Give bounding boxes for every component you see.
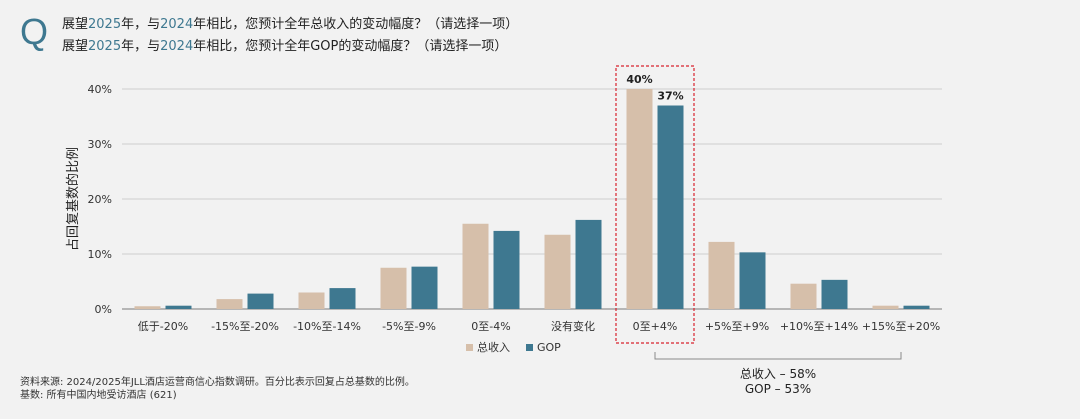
annotation-bracket bbox=[654, 352, 902, 360]
footer: 资料来源: 2024/2025年JLL酒店运营商信心指数调研。百分比表示回复占总… bbox=[20, 376, 415, 402]
bar-gop bbox=[165, 305, 192, 309]
question-text: 年，与 bbox=[121, 17, 161, 32]
bar-gop bbox=[329, 288, 356, 309]
question-text: 年相比，您预计全年GOP的变动幅度？（请选择一项） bbox=[193, 39, 508, 54]
bar-gop bbox=[411, 266, 438, 309]
bar-revenue bbox=[462, 223, 489, 309]
y-tick-label: 30% bbox=[88, 138, 112, 151]
x-tick-label: +5%至+9% bbox=[705, 320, 769, 333]
question-text: 年，与 bbox=[121, 39, 161, 54]
y-tick-label: 40% bbox=[88, 83, 112, 96]
bar-revenue bbox=[872, 305, 899, 309]
bar-gop bbox=[247, 293, 274, 309]
bar-gop bbox=[903, 305, 930, 309]
bar-gop bbox=[493, 230, 520, 309]
question-year: 2025 bbox=[88, 39, 122, 54]
bar-revenue bbox=[708, 241, 735, 309]
legend-swatch bbox=[526, 344, 533, 351]
y-tick-label: 10% bbox=[88, 248, 112, 261]
data-label: 40% bbox=[626, 73, 652, 86]
question-text: 年相比，您预计全年总收入的变动幅度？（请选择一项） bbox=[193, 17, 519, 32]
legend-label: 总收入 bbox=[477, 340, 510, 354]
x-tick-label: -5%至-9% bbox=[382, 320, 436, 333]
question-line-revenue: 展望2025年，与2024年相比，您预计全年总收入的变动幅度？（请选择一项） bbox=[62, 14, 518, 36]
question-year: 2025 bbox=[88, 17, 122, 32]
bar-gop bbox=[575, 219, 602, 309]
highlight-box bbox=[615, 65, 695, 344]
annotation-gop: GOP – 53% bbox=[745, 382, 811, 396]
question-line-gop: 展望2025年，与2024年相比，您预计全年GOP的变动幅度？（请选择一项） bbox=[62, 36, 518, 58]
x-tick-label: 0至+4% bbox=[633, 320, 678, 333]
bar-revenue bbox=[298, 292, 325, 309]
question-block: 展望2025年，与2024年相比，您预计全年总收入的变动幅度？（请选择一项） 展… bbox=[62, 14, 518, 58]
x-tick-label: +10%至+14% bbox=[780, 320, 858, 333]
source-note: 资料来源: 2024/2025年JLL酒店运营商信心指数调研。百分比表示回复占总… bbox=[20, 377, 415, 388]
bar-revenue bbox=[790, 283, 817, 309]
bar-revenue bbox=[216, 299, 243, 309]
base-note: 基数: 所有中国内地受访酒店 (621) bbox=[20, 390, 177, 401]
bar-revenue bbox=[380, 267, 407, 309]
data-label: 37% bbox=[657, 90, 683, 103]
y-tick-label: 0% bbox=[95, 303, 112, 316]
legend-label: GOP bbox=[537, 341, 561, 354]
bar-gop bbox=[821, 279, 848, 309]
x-tick-label: 没有变化 bbox=[551, 319, 595, 333]
question-text: 展望 bbox=[62, 39, 89, 54]
question-year: 2024 bbox=[160, 39, 194, 54]
y-axis-label: 占回复基数的比例 bbox=[65, 147, 81, 251]
x-tick-label: 低于-20% bbox=[138, 320, 188, 333]
x-tick-label: +15%至+20% bbox=[862, 320, 940, 333]
question-year: 2024 bbox=[160, 17, 194, 32]
x-tick-label: -15%至-20% bbox=[211, 320, 279, 333]
x-tick-label: -10%至-14% bbox=[293, 320, 361, 333]
bar-revenue bbox=[134, 306, 161, 309]
bar-revenue bbox=[626, 89, 653, 309]
x-tick-label: 0至-4% bbox=[471, 320, 510, 333]
question-mark-icon: Q bbox=[20, 11, 49, 52]
question-text: 展望 bbox=[62, 17, 89, 32]
y-tick-label: 20% bbox=[88, 193, 112, 206]
bar-gop bbox=[657, 105, 684, 309]
legend-swatch bbox=[466, 344, 473, 351]
bar-revenue bbox=[544, 234, 571, 309]
bar-gop bbox=[739, 252, 766, 309]
annotation-revenue: 总收入 – 58% bbox=[740, 367, 816, 381]
